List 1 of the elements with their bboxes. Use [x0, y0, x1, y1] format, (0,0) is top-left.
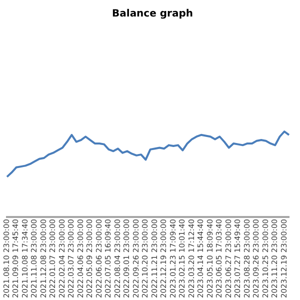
chart-title: Balance graph: [112, 8, 193, 20]
